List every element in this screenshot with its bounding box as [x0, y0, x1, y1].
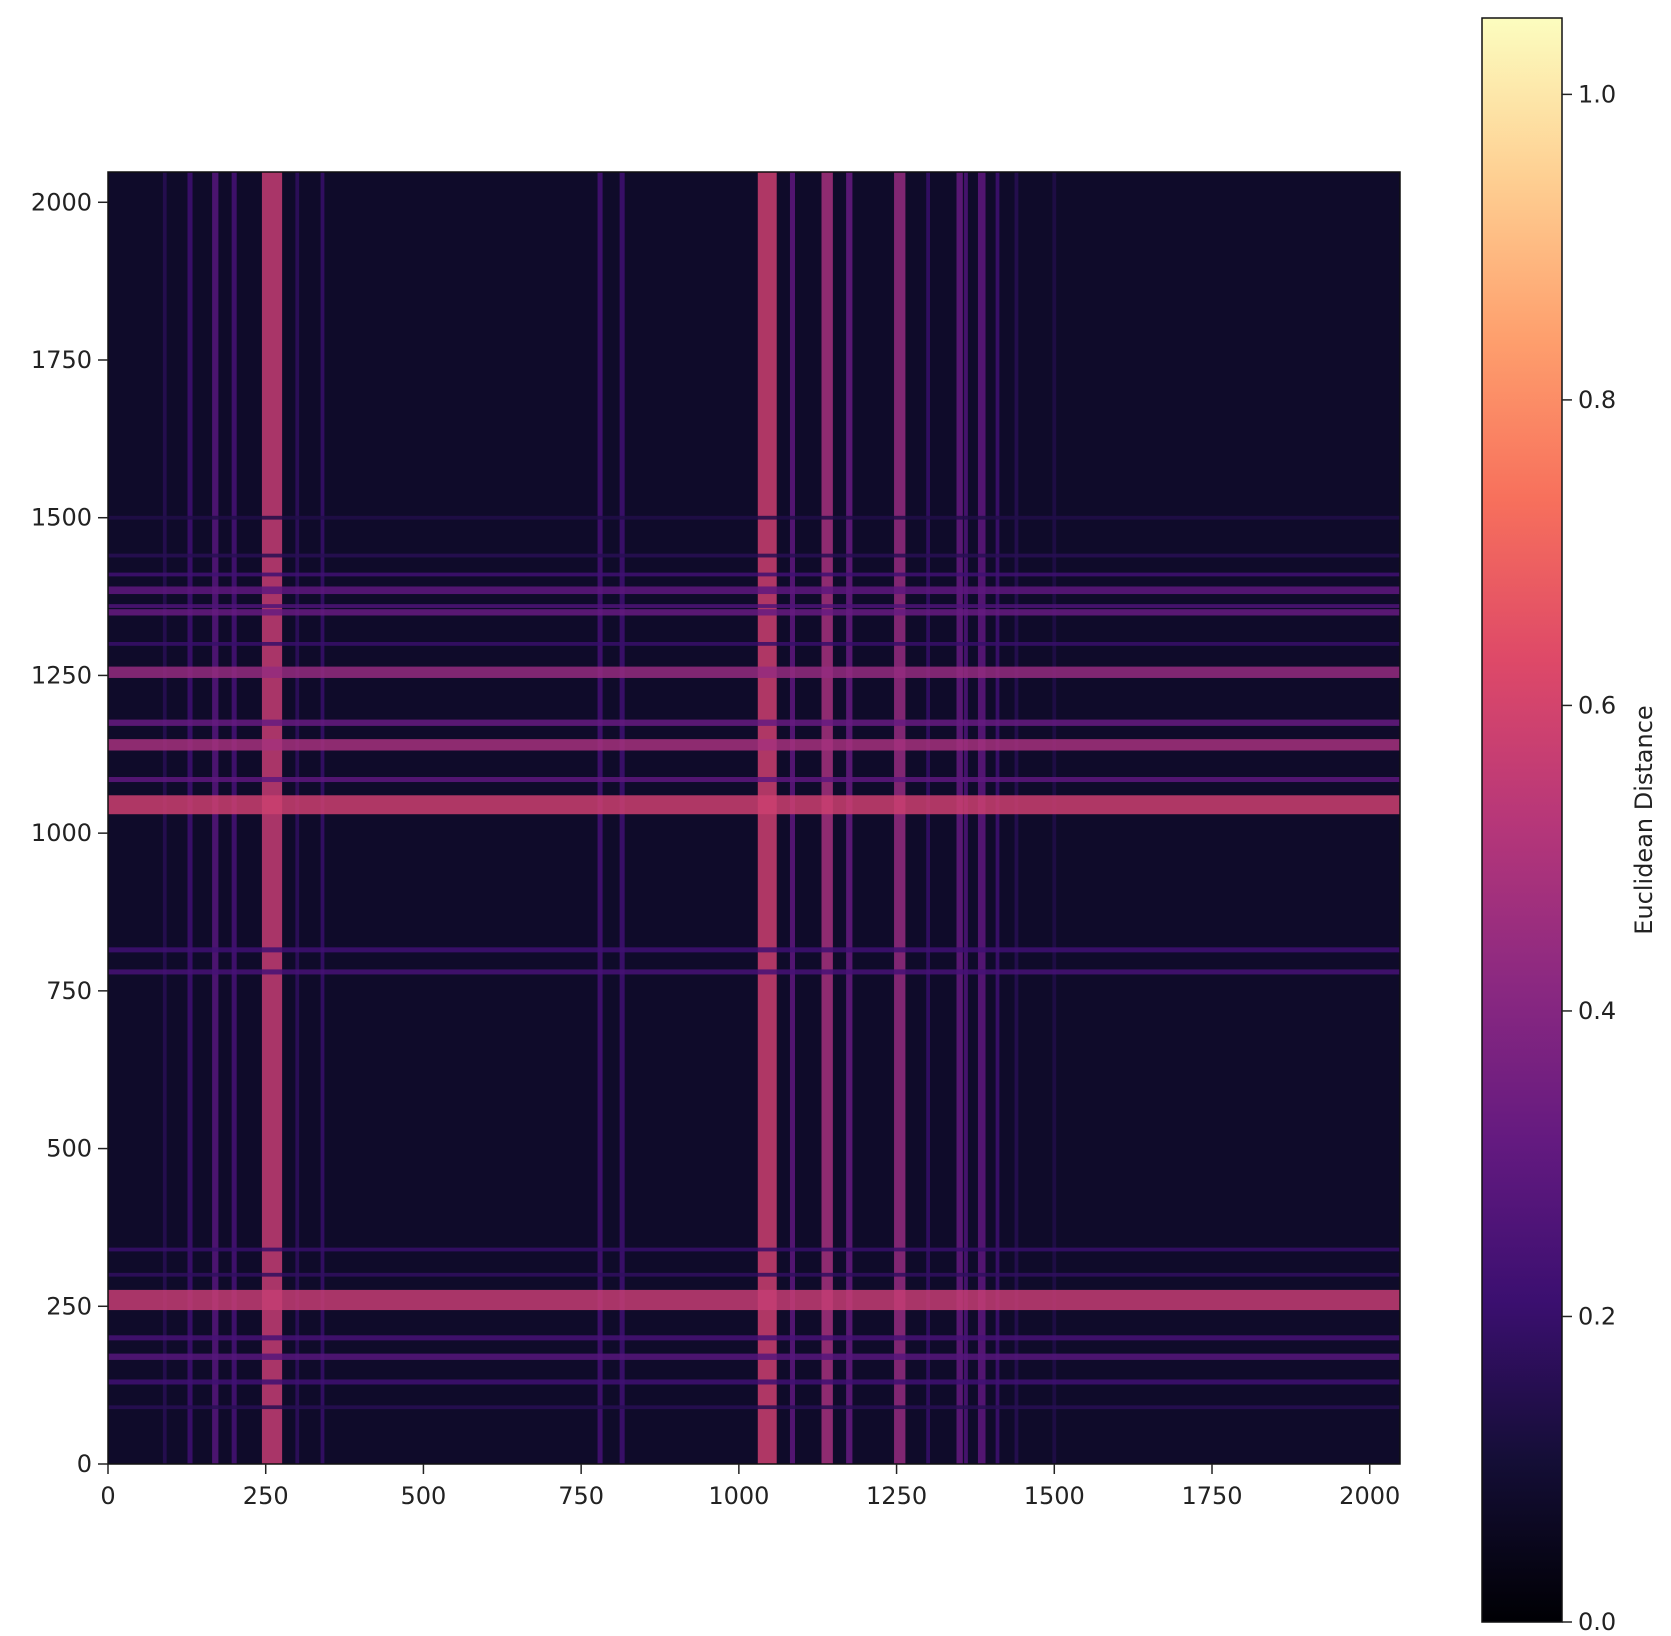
x-tick-label: 1000 — [708, 1482, 769, 1510]
horizontal-band-14 — [108, 969, 1400, 975]
colorbar-tick-label: 0.4 — [1578, 997, 1616, 1025]
x-tick-label: 750 — [558, 1482, 604, 1510]
y-tick-label: 750 — [46, 977, 92, 1005]
colorbar-ticks: 0.0 0.2 0.4 0.6 0.8 1.0 — [1562, 80, 1616, 1636]
horizontal-band-5 — [108, 776, 1400, 783]
vertical-band-13 — [320, 172, 325, 1464]
horizontal-band-12 — [108, 1379, 1400, 1385]
vertical-band-19 — [162, 172, 167, 1464]
horizontal-band-18 — [108, 553, 1400, 558]
vertical-band-0 — [261, 172, 283, 1464]
vertical-band-15 — [619, 172, 625, 1464]
colorbar-label: Euclidean Distance — [1630, 705, 1658, 934]
y-tick-label: 1750 — [31, 346, 92, 374]
x-tick-label: 1500 — [1024, 1482, 1085, 1510]
x-tick-label: 250 — [243, 1482, 289, 1510]
horizontal-band-6 — [108, 609, 1400, 616]
colorbar-tick-label: 0.8 — [1578, 386, 1616, 414]
vertical-band-7 — [977, 172, 986, 1464]
y-tick-label: 250 — [46, 1292, 92, 1320]
horizontal-band-9 — [108, 572, 1400, 577]
horizontal-band-0 — [108, 1289, 1400, 1311]
y-tick-label: 1250 — [31, 661, 92, 689]
vertical-bands — [162, 172, 1057, 1464]
vertical-band-8 — [964, 172, 968, 1464]
colorbar-tick-label: 0.2 — [1578, 1302, 1616, 1330]
vertical-band-14 — [597, 172, 603, 1464]
horizontal-band-17 — [108, 641, 1400, 646]
heatmap-plot-area — [107, 171, 1401, 1465]
x-axis: 0 250 500 750 1000 1250 1500 1750 2000 — [100, 1464, 1400, 1510]
horizontal-band-2 — [108, 739, 1400, 751]
horizontal-band-10 — [108, 1353, 1400, 1360]
x-tick-label: 0 — [100, 1482, 115, 1510]
horizontal-band-3 — [108, 666, 1400, 678]
horizontal-band-13 — [108, 1247, 1400, 1252]
horizontal-band-7 — [108, 586, 1400, 595]
y-tick-label: 1000 — [31, 819, 92, 847]
vertical-band-6 — [956, 172, 963, 1464]
y-axis: 0 250 500 750 1000 1250 1500 1750 2000 — [31, 188, 108, 1478]
x-tick-label: 1750 — [1181, 1482, 1242, 1510]
vertical-band-1 — [757, 172, 777, 1464]
vertical-band-2 — [821, 172, 833, 1464]
colorbar-tick-label: 1.0 — [1578, 80, 1616, 108]
horizontal-band-8 — [108, 604, 1400, 608]
horizontal-band-11 — [108, 1335, 1400, 1341]
plot-frame — [107, 171, 1401, 1465]
horizontal-band-19 — [108, 1405, 1400, 1410]
vertical-band-11 — [231, 172, 237, 1464]
heatmap-background — [108, 172, 1400, 1464]
horizontal-band-15 — [108, 947, 1400, 953]
vertical-band-17 — [926, 172, 931, 1464]
vertical-band-4 — [846, 172, 853, 1464]
horizontal-band-16 — [108, 1272, 1400, 1277]
x-tick-label: 2000 — [1339, 1482, 1400, 1510]
vertical-band-12 — [187, 172, 193, 1464]
y-tick-label: 2000 — [31, 188, 92, 216]
vertical-band-16 — [295, 172, 300, 1464]
y-tick-label: 0 — [77, 1450, 92, 1478]
vertical-band-5 — [789, 172, 796, 1464]
x-tick-label: 1250 — [866, 1482, 927, 1510]
colorbar: 0.0 0.2 0.4 0.6 0.8 1.0 Euclidean Distance — [1481, 17, 1658, 1636]
y-tick-label: 500 — [46, 1135, 92, 1163]
vertical-band-20 — [1052, 172, 1057, 1464]
colorbar-gradient — [1481, 17, 1563, 1623]
horizontal-band-4 — [108, 719, 1400, 726]
colorbar-tick-label: 0.6 — [1578, 691, 1616, 719]
horizontal-band-1 — [108, 795, 1400, 815]
vertical-band-9 — [995, 172, 1000, 1464]
horizontal-bands — [108, 515, 1400, 1410]
vertical-band-3 — [894, 172, 906, 1464]
y-tick-label: 1500 — [31, 504, 92, 532]
horizontal-band-20 — [108, 515, 1400, 520]
vertical-band-18 — [1014, 172, 1019, 1464]
colorbar-tick-label: 0.0 — [1578, 1608, 1616, 1636]
x-tick-label: 500 — [401, 1482, 447, 1510]
vertical-band-10 — [212, 172, 219, 1464]
